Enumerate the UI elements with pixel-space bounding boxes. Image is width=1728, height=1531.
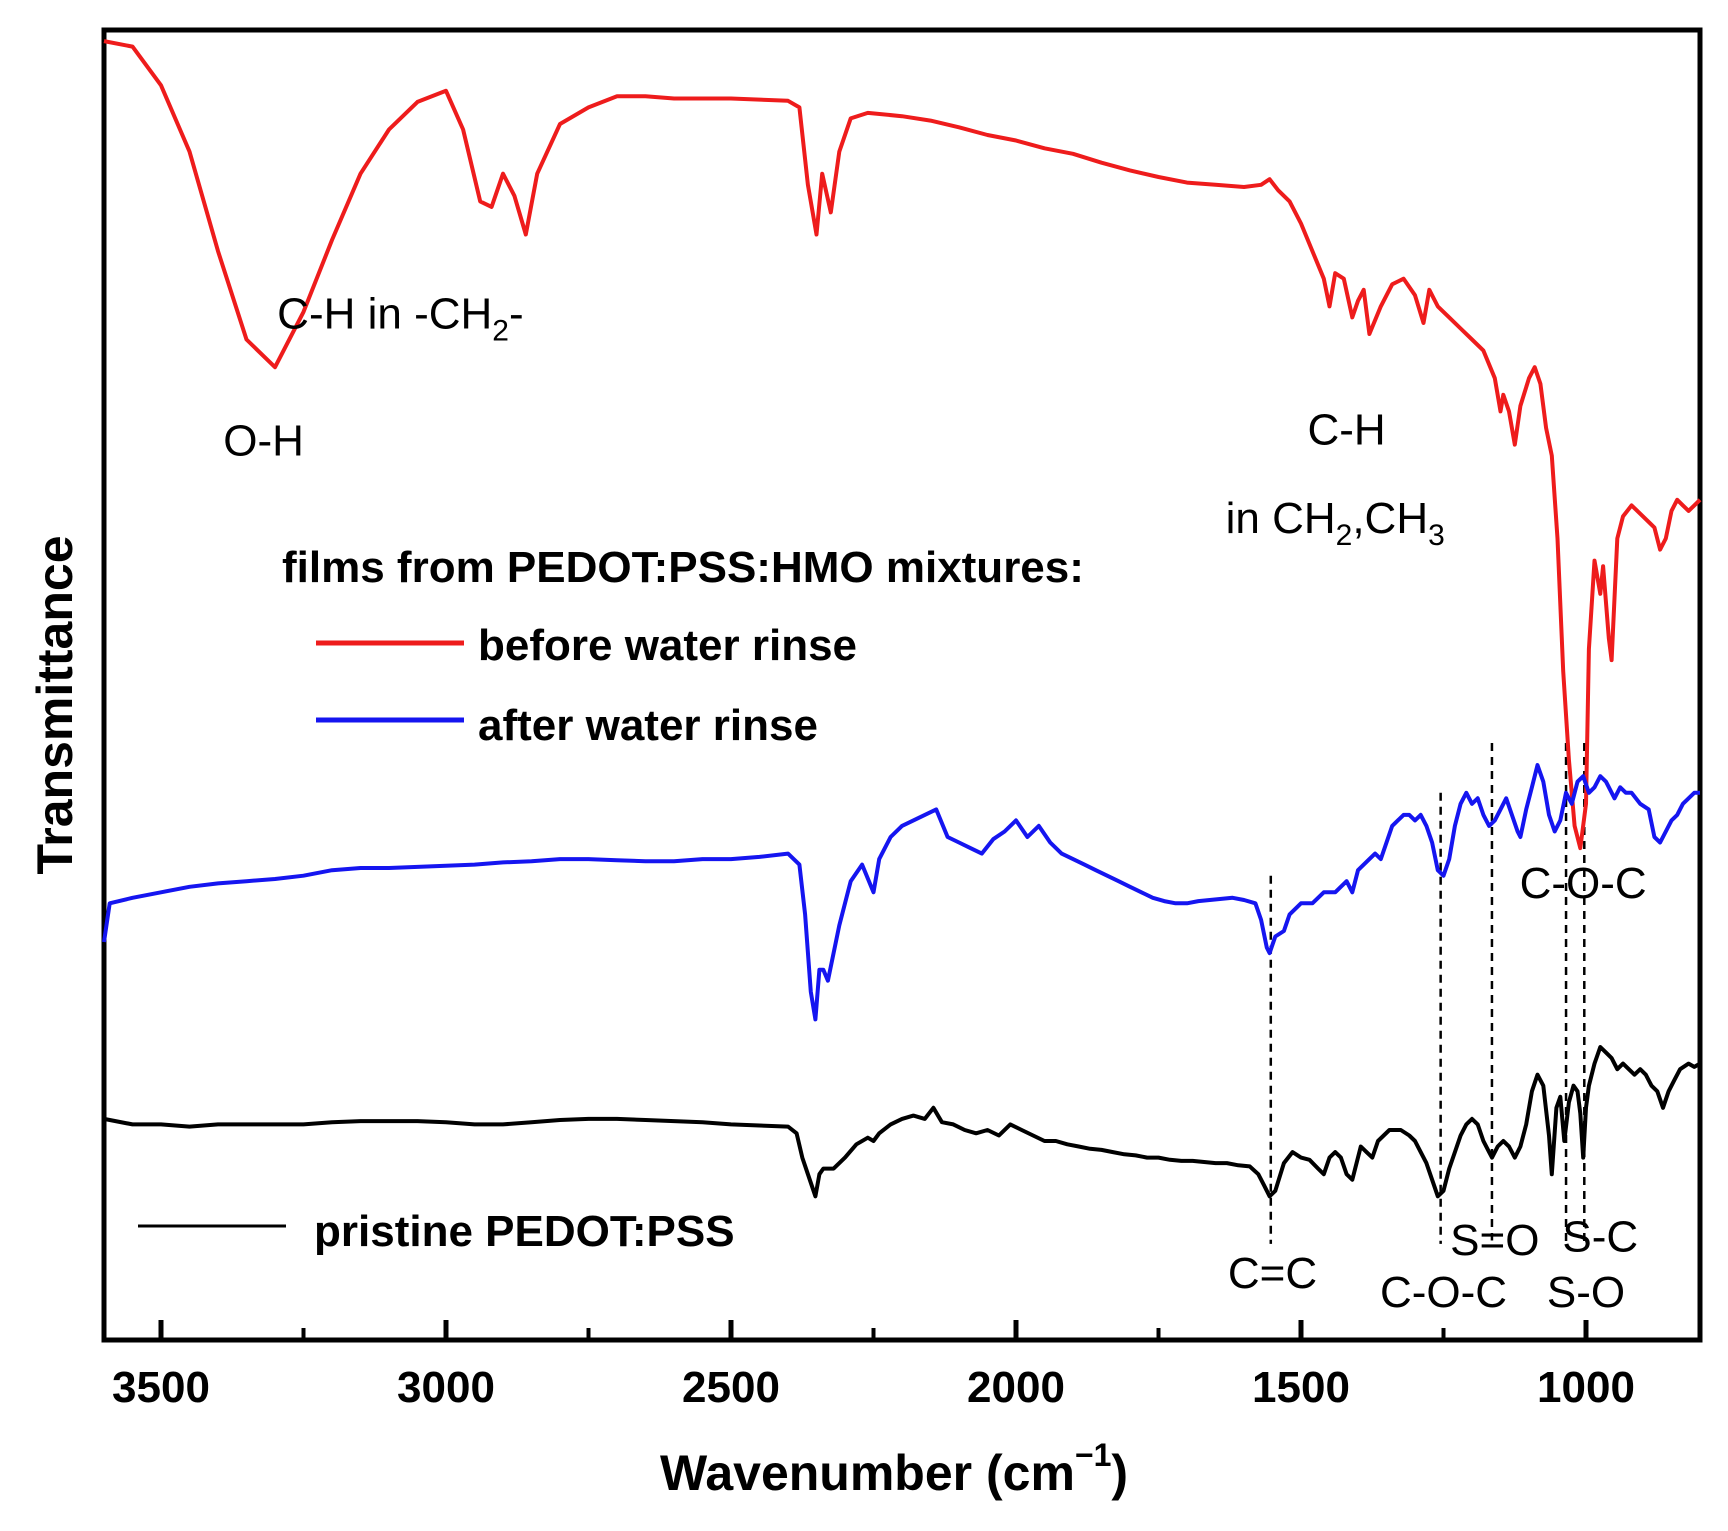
legend: films from PEDOT:PSS:HMO mixtures: befor… <box>138 543 1084 1256</box>
x-tick-label-1000: 1000 <box>1537 1363 1635 1412</box>
series-line-0 <box>103 39 1702 851</box>
annotation-9: S-O <box>1547 1268 1625 1317</box>
x-tick-label-3500: 3500 <box>112 1363 210 1412</box>
x-tick-label-2500: 2500 <box>682 1363 780 1412</box>
x-axis-title: Wavenumber (cm−1) <box>660 1437 1128 1501</box>
x-axis-ticks <box>158 1320 1589 1340</box>
annotation-4: C-O-C <box>1520 859 1647 908</box>
series-line-2 <box>103 1045 1702 1199</box>
y-axis-title: Transmittance <box>27 535 83 874</box>
x-axis-title-close: ) <box>1111 1445 1128 1501</box>
annotation-5: C=C <box>1228 1249 1317 1298</box>
series-line-1 <box>102 763 1700 1022</box>
annotation-6: C-O-C <box>1380 1268 1507 1317</box>
dashed-markers <box>1269 743 1586 1244</box>
legend-label-pristine: pristine PEDOT:PSS <box>314 1207 735 1256</box>
legend-title: films from PEDOT:PSS:HMO mixtures: <box>282 543 1084 592</box>
x-tick-label-3000: 3000 <box>397 1363 495 1412</box>
annotation-3: in CH2,CH3 <box>1226 494 1445 552</box>
annotation-1: C-H in -CH2- <box>277 289 523 347</box>
peak-annotations: O-H C-H in -CH2- C-H in CH2,CH3 C-O-C C=C C-O-… <box>223 289 1646 1316</box>
legend-label-after-rinse: after water rinse <box>478 701 818 750</box>
x-tick-label-2000: 2000 <box>967 1363 1065 1412</box>
legend-label-before-rinse: before water rinse <box>478 621 857 670</box>
series-layer <box>102 39 1702 1199</box>
annotation-8: S-C <box>1562 1213 1638 1262</box>
x-tick-label-1500: 1500 <box>1252 1363 1350 1412</box>
annotation-7: S=O <box>1450 1216 1539 1265</box>
x-axis-title-superscript: −1 <box>1075 1437 1111 1473</box>
x-axis-title-main: Wavenumber (cm <box>660 1445 1075 1501</box>
plot-frame <box>101 27 1703 1343</box>
annotation-2: C-H <box>1307 406 1385 455</box>
annotation-0: O-H <box>223 417 304 466</box>
x-axis-tick-labels: 3500 3000 2500 2000 1500 1000 <box>112 1363 1635 1412</box>
